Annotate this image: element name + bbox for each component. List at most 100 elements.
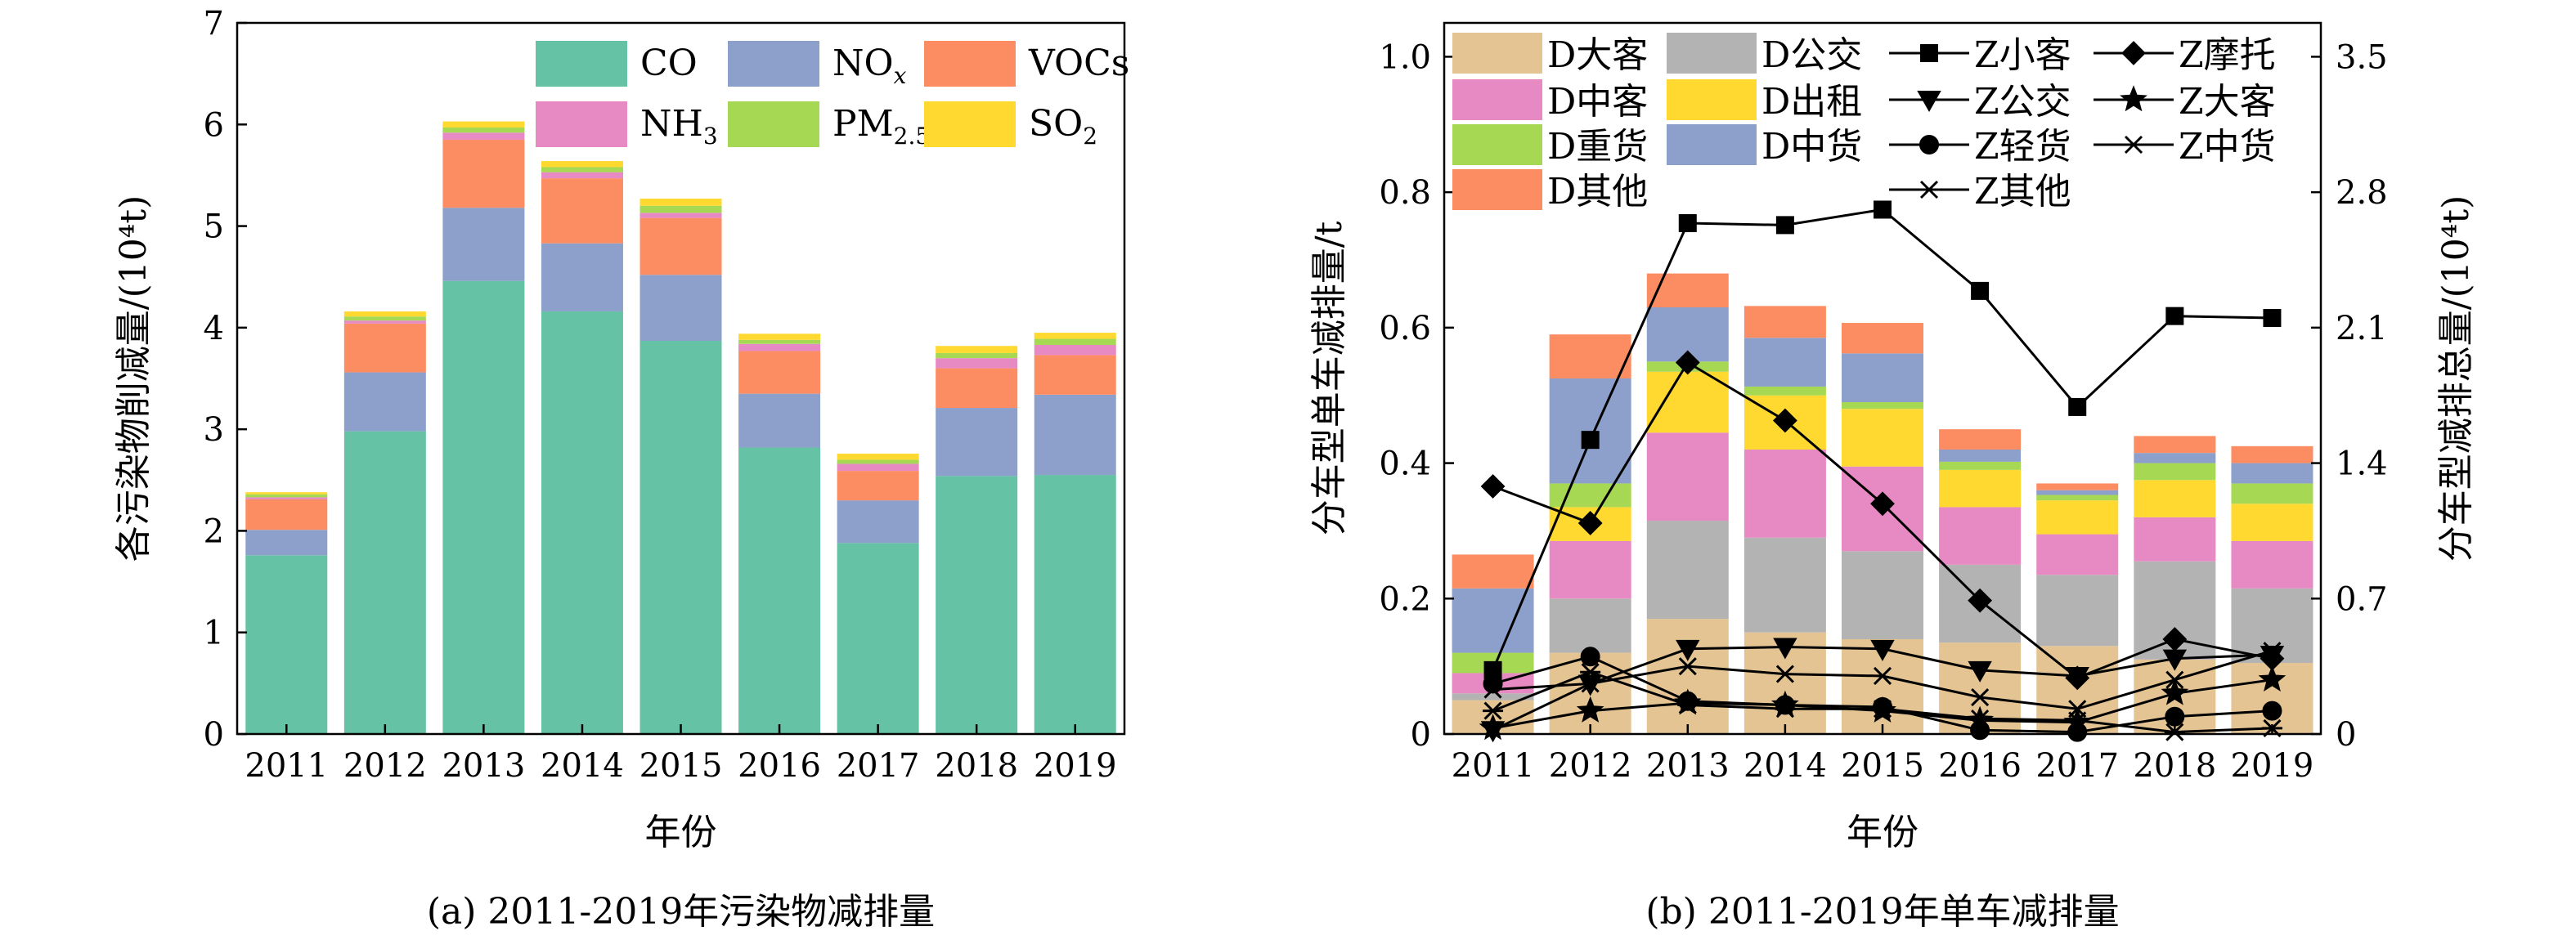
bar-nox-2018 [936, 408, 1018, 477]
bar-so2-2017 [837, 453, 919, 460]
bar-so2-2019 [1034, 333, 1116, 339]
x-tick-label-a: 2014 [541, 747, 624, 785]
marker-Z大客-2012 [1576, 696, 1604, 723]
x-axis-title-a: 年份 [645, 812, 717, 853]
legend-swatch-nh3 [536, 101, 627, 147]
marker-Z小客-2016 [1971, 281, 1990, 300]
y2-tick-label-b: 2.1 [2336, 310, 2388, 347]
legend-swatch-pm25 [728, 101, 819, 147]
marker-Z其他-2015 [1873, 666, 1892, 686]
bar-pm25-2012 [343, 316, 426, 321]
bar-so2-2015 [640, 199, 722, 206]
y-axis-title-b: 分车型单车减排量/t [1308, 221, 1350, 535]
bar-pm25-2017 [837, 459, 919, 464]
y2-tick-label-b: 2.8 [2336, 174, 2388, 212]
legend-label-Z摩托: Z摩托 [2179, 34, 2276, 76]
x-tick-label-b: 2012 [1549, 747, 1632, 785]
bar-co-2017 [837, 543, 919, 734]
legend-swatch-D其他 [1452, 169, 1542, 210]
marker-Z小客-2013 [1678, 214, 1697, 233]
legend-text: VOCs [1028, 43, 1129, 84]
legend-label-Z公交: Z公交 [1974, 81, 2071, 123]
bar-nh3-2014 [541, 172, 623, 179]
bar-D其他-2011 [1452, 554, 1534, 589]
bar-nox-2014 [541, 243, 623, 311]
legend-swatch-so2 [924, 101, 1016, 147]
bar-co-2013 [442, 280, 525, 735]
y-tick-label-b: 1.0 [1379, 38, 1431, 76]
bar-D出租-2018 [2134, 480, 2216, 517]
x-tick-label-a: 2015 [640, 747, 723, 785]
legend-marker-Z轻货 [1919, 135, 1939, 154]
bar-D其他-2018 [2134, 436, 2216, 454]
bar-D重货-2014 [1744, 386, 1826, 396]
x-tick-label-a: 2012 [343, 747, 427, 785]
bar-nh3-2011 [245, 497, 328, 499]
x-tick-label-b: 2011 [1452, 747, 1535, 785]
y-axis-title-a: 各污染物削减量/(10⁴t) [113, 195, 155, 562]
marker-Z其他-2014 [1775, 665, 1794, 683]
x-tick-label-b: 2016 [1938, 747, 2022, 785]
legend-label-vocs: VOCs [1028, 43, 1129, 84]
bar-pm25-2015 [640, 205, 722, 213]
legend-swatch-D出租 [1667, 79, 1757, 120]
bar-vocs-2015 [640, 217, 722, 275]
x-tick-label-b: 2018 [2133, 747, 2216, 785]
bar-co-2018 [936, 476, 1018, 734]
marker-Z其他-2013 [1678, 657, 1697, 676]
y-tick-label-b: 0.6 [1379, 310, 1431, 347]
bar-D出租-2013 [1646, 371, 1729, 433]
x-tick-label-b: 2014 [1744, 747, 1827, 785]
legend-marker-Z中货 [2123, 135, 2144, 154]
marker-Z公交-2016 [1968, 660, 1992, 683]
bar-nox-2016 [738, 393, 821, 448]
bar-D中货-2011 [1452, 588, 1534, 653]
bar-nh3-2015 [640, 213, 722, 218]
y-tick-label-a: 4 [204, 310, 224, 347]
bar-D其他-2019 [2231, 445, 2313, 463]
legend-subscript: 3 [703, 123, 718, 150]
bar-vocs-2016 [738, 351, 821, 394]
marker-Z其他-2016 [1971, 687, 1990, 707]
bar-nox-2011 [245, 530, 328, 556]
legend-label-Z其他: Z其他 [1974, 171, 2071, 213]
bar-D出租-2016 [1939, 469, 2022, 508]
legend-text: PM [832, 103, 894, 145]
marker-Z中货-2011 [1483, 701, 1504, 720]
legend-label-Z大客: Z大客 [2179, 81, 2276, 123]
marker-Z轻货-2014 [1775, 695, 1795, 715]
bar-nh3-2016 [738, 343, 821, 351]
legend-marker-Z公交 [1917, 91, 1941, 113]
bar-D公交-2011 [1452, 693, 1534, 701]
legend-label-so2: SO2 [1029, 103, 1097, 150]
bar-pm25-2018 [936, 352, 1018, 359]
bar-D出租-2017 [2036, 500, 2119, 535]
legend-label-Z小客: Z小客 [1974, 34, 2071, 76]
y-tick-label-a: 3 [204, 411, 224, 449]
bar-co-2011 [245, 555, 328, 734]
legend-swatch-D重货 [1452, 124, 1542, 165]
bar-vocs-2019 [1034, 355, 1116, 395]
y-tick-label-b: 0.2 [1379, 580, 1431, 618]
legend-label-Z轻货: Z轻货 [1974, 126, 2071, 168]
x-tick-label-a: 2016 [738, 747, 821, 785]
bar-D其他-2016 [1939, 429, 2022, 450]
bar-nh3-2018 [936, 358, 1018, 369]
marker-Z小客-2014 [1775, 216, 1794, 235]
marker-Z轻货-2013 [1677, 691, 1698, 711]
legend-label-D出租: D出租 [1761, 81, 1862, 123]
legend-text: NH [640, 103, 703, 145]
marker-Z小客-2017 [2068, 397, 2087, 416]
y-tick-label-b: 0.4 [1379, 445, 1431, 483]
legend-swatch-co [536, 41, 627, 87]
x-tick-label-a: 2013 [442, 747, 525, 785]
marker-Z大客-2019 [2258, 665, 2287, 692]
y-tick-label-a: 0 [204, 716, 224, 754]
bar-D中客-2012 [1549, 540, 1631, 599]
bar-co-2014 [541, 311, 623, 734]
bar-D中货-2014 [1744, 338, 1826, 387]
chart-b: 0 0.2 0.4 0.6 0.8 1.0 0 0.7 1.4 2.1 2.8 3.5 2011 2012… [1308, 21, 2477, 933]
bar-D公交-2013 [1646, 521, 1729, 620]
marker-Z摩托-2012 [1577, 511, 1603, 535]
legend-marker-Z摩托 [2121, 41, 2146, 65]
